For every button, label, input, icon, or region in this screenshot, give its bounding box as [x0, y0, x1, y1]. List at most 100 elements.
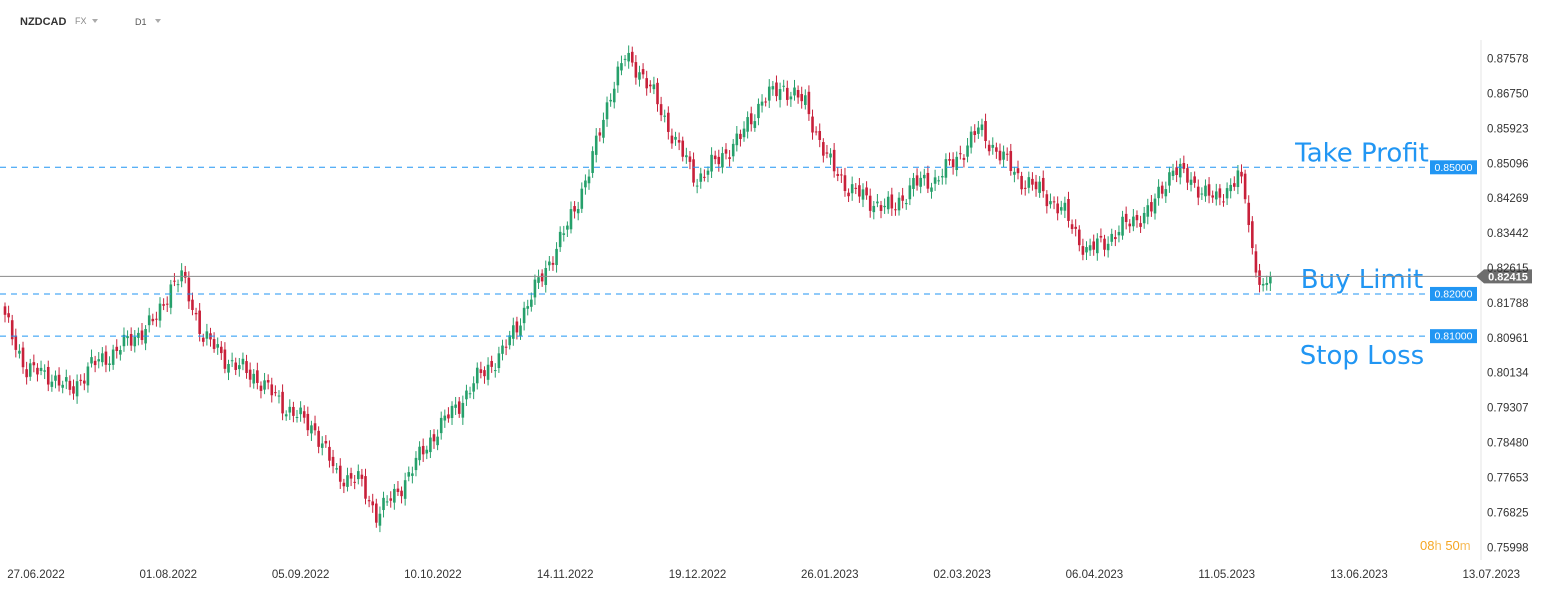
candle-body [72, 386, 75, 394]
candle-body [356, 471, 360, 480]
candle-body [692, 159, 695, 183]
candle-body [1164, 189, 1168, 197]
candle-body [883, 205, 886, 208]
candle-body [785, 87, 789, 100]
candle-body [584, 180, 587, 188]
candle-body [638, 72, 641, 80]
candle-body [717, 156, 721, 165]
candle-body [948, 159, 951, 161]
candle-body [335, 468, 338, 470]
candle-body [512, 325, 515, 339]
candle-body [573, 206, 576, 212]
candle-body [1016, 168, 1020, 174]
candle-body [1041, 177, 1045, 192]
candle-countdown: 08h 50m [1420, 538, 1471, 553]
y-tick-label: 0.83442 [1487, 228, 1529, 240]
chart-header: NZDCAD FX D1 [0, 0, 1480, 44]
candle-body [886, 196, 890, 210]
candle-body [526, 306, 530, 309]
candle-body [1009, 151, 1013, 171]
candle-body [796, 89, 800, 98]
candle-body [238, 365, 241, 370]
x-tick-label: 14.11.2022 [537, 569, 594, 581]
candle-body [461, 402, 465, 418]
candle-body [641, 69, 645, 75]
candle-body [998, 150, 1002, 161]
candle-body [724, 149, 728, 154]
candle-body [1175, 167, 1178, 176]
candle-body [25, 369, 28, 378]
candle-body [313, 423, 317, 431]
candle-body [721, 153, 724, 168]
candle-body [223, 349, 227, 369]
candle-body [591, 151, 594, 173]
candle-body [771, 86, 775, 90]
symbol-label[interactable]: NZDCAD [20, 16, 67, 28]
candle-body [1045, 194, 1049, 207]
candle-body [854, 187, 858, 189]
candle-body [194, 312, 198, 315]
candle-body [396, 488, 400, 492]
candle-body [922, 174, 926, 179]
candle-body [411, 473, 414, 476]
candle-body [1092, 241, 1096, 250]
level-annotation: Take Profit [1294, 138, 1429, 168]
candle-body [50, 381, 54, 387]
candle-body [872, 205, 876, 213]
candle-body [519, 325, 522, 336]
candle-body [1085, 247, 1088, 253]
candle-body [832, 149, 836, 172]
candle-body [537, 277, 540, 283]
candle-body [447, 414, 450, 419]
candle-body [1200, 193, 1204, 195]
candle-body [645, 78, 648, 89]
timeframe-label[interactable]: D1 [135, 17, 147, 27]
candle-body [944, 159, 948, 178]
candle-body [951, 159, 955, 168]
candle-body [1106, 243, 1110, 251]
timeframe-dropdown-icon[interactable] [155, 19, 161, 23]
candle-body [937, 180, 940, 182]
candle-body [454, 404, 457, 408]
candle-body [407, 472, 411, 477]
y-tick-label: 0.81788 [1487, 298, 1529, 310]
candle-body [674, 136, 677, 140]
candle-body [259, 385, 263, 391]
candle-body [191, 299, 194, 310]
candle-body [201, 337, 205, 342]
candle-body [897, 197, 901, 211]
y-tick-label: 0.78480 [1487, 438, 1529, 450]
candle-body [656, 82, 659, 105]
candle-body [753, 121, 757, 128]
candle-body [382, 497, 385, 511]
market-dropdown-icon[interactable] [92, 19, 98, 23]
candle-body [212, 339, 216, 349]
candle-body [793, 87, 796, 96]
candle-body [1049, 201, 1052, 205]
candle-body [468, 393, 472, 395]
candle-body [1124, 213, 1128, 223]
candle-body [1002, 151, 1005, 160]
candle-body [1150, 202, 1153, 212]
candle-body [804, 95, 807, 105]
candle-body [1074, 226, 1077, 229]
candle-body [540, 273, 544, 282]
candle-body [277, 395, 281, 397]
trade-levels: 0.85000 Take Profit 0.82000 Buy Limit 0.8100… [0, 138, 1532, 371]
candle-body [1251, 221, 1254, 249]
candle-body [991, 144, 995, 148]
candle-body [378, 513, 382, 526]
candle-body [367, 500, 371, 502]
candle-body [256, 370, 259, 383]
candle-body [807, 91, 811, 115]
candle-body [648, 84, 652, 87]
candle-body [695, 185, 699, 187]
candle-body [1160, 185, 1164, 194]
candle-body [620, 63, 623, 71]
candle-body [338, 465, 342, 482]
candle-body [61, 384, 64, 388]
candle-body [1088, 245, 1092, 251]
y-tick-label: 0.86750 [1487, 88, 1529, 100]
candle-body [432, 434, 436, 442]
